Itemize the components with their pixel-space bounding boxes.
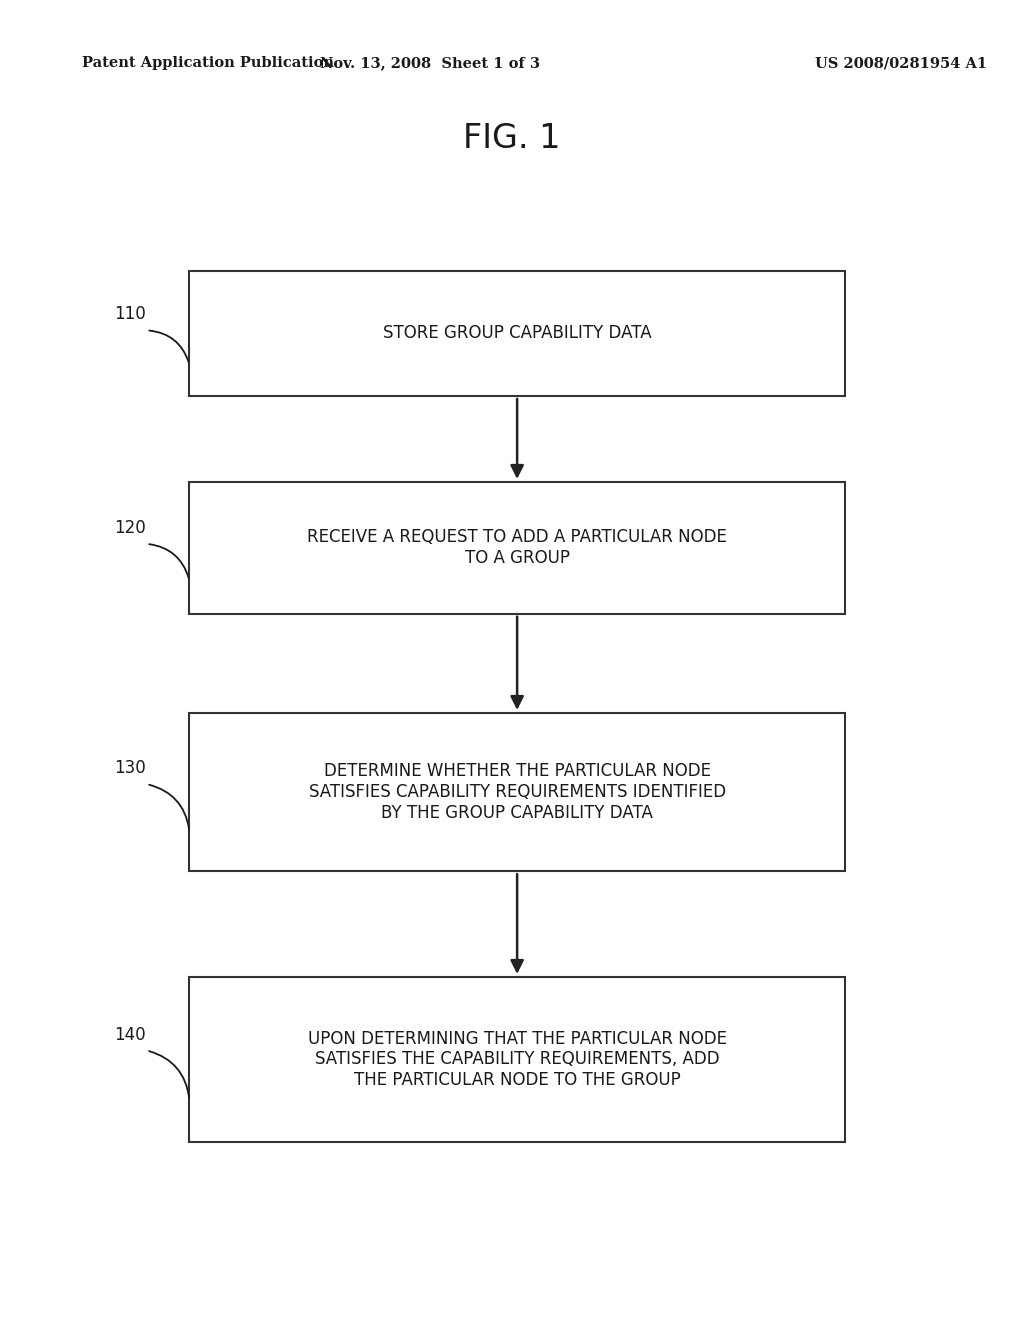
Text: US 2008/0281954 A1: US 2008/0281954 A1 [815, 57, 987, 70]
Text: Nov. 13, 2008  Sheet 1 of 3: Nov. 13, 2008 Sheet 1 of 3 [321, 57, 540, 70]
Text: 130: 130 [114, 759, 145, 777]
Text: STORE GROUP CAPABILITY DATA: STORE GROUP CAPABILITY DATA [383, 325, 651, 342]
Text: FIG. 1: FIG. 1 [463, 121, 561, 154]
Text: 120: 120 [114, 519, 145, 537]
Text: 110: 110 [114, 305, 145, 323]
FancyBboxPatch shape [189, 271, 845, 396]
FancyBboxPatch shape [189, 977, 845, 1142]
Text: DETERMINE WHETHER THE PARTICULAR NODE
SATISFIES CAPABILITY REQUIREMENTS IDENTIFI: DETERMINE WHETHER THE PARTICULAR NODE SA… [308, 762, 726, 822]
Text: 140: 140 [114, 1026, 145, 1044]
FancyBboxPatch shape [189, 713, 845, 871]
Text: RECEIVE A REQUEST TO ADD A PARTICULAR NODE
TO A GROUP: RECEIVE A REQUEST TO ADD A PARTICULAR NO… [307, 528, 727, 568]
FancyBboxPatch shape [189, 482, 845, 614]
Text: Patent Application Publication: Patent Application Publication [82, 57, 334, 70]
Text: UPON DETERMINING THAT THE PARTICULAR NODE
SATISFIES THE CAPABILITY REQUIREMENTS,: UPON DETERMINING THAT THE PARTICULAR NOD… [307, 1030, 727, 1089]
